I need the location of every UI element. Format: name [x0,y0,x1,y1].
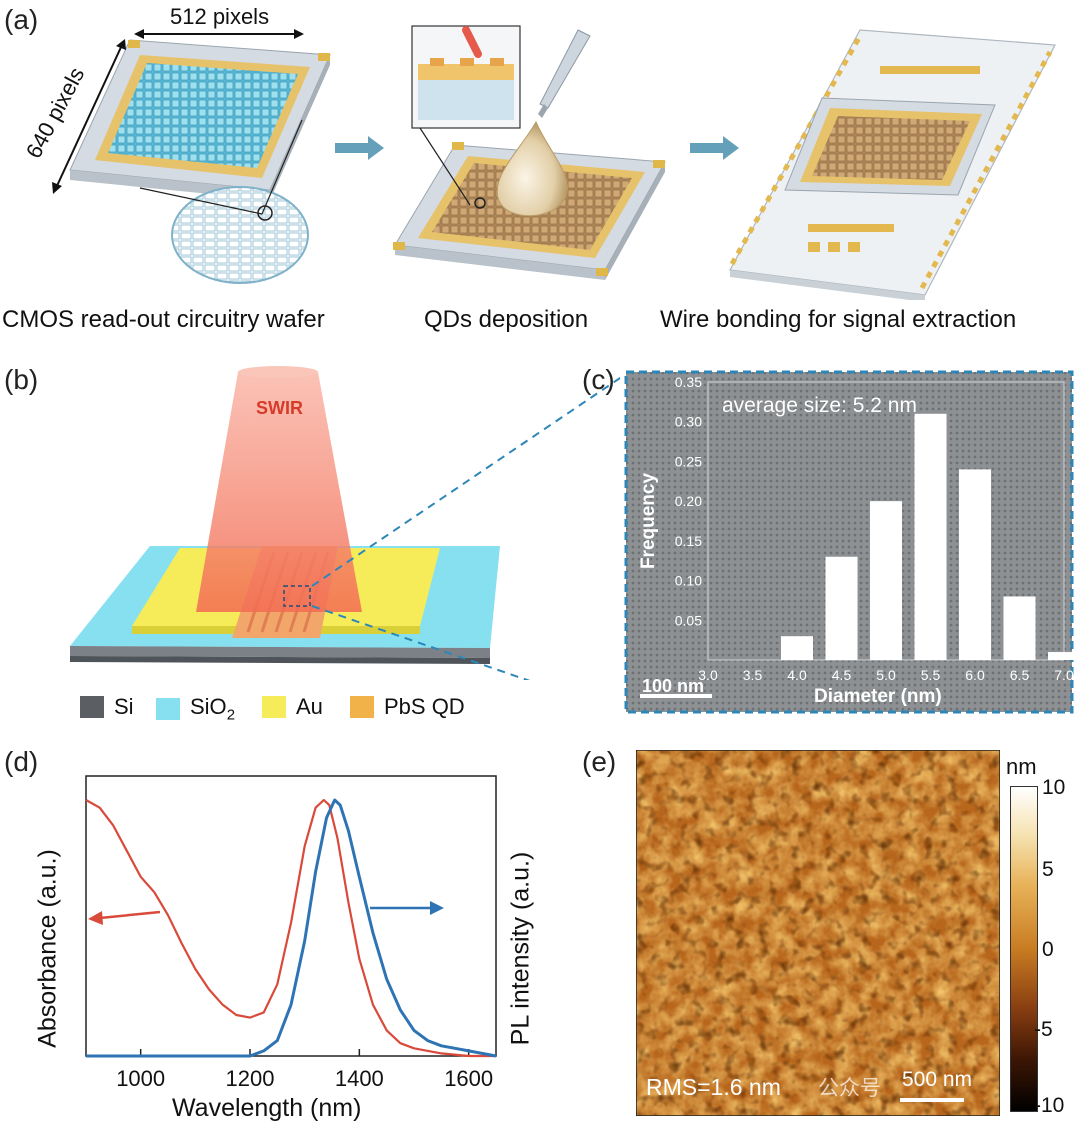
panel-a-illustration [52,25,1056,300]
histogram-bar [825,556,858,660]
panel-d-label: (d) [4,746,39,777]
watermark: 公众号 [818,1077,881,1100]
legend-si: Si [80,694,134,720]
d-ylabel-left: Absorbance (a.u.) [33,849,62,1048]
histogram-bar [869,501,903,660]
legend-au-label: Au [296,694,323,719]
colorbar-tick-0: 0 [1042,938,1054,961]
colorbar-tick-neg5: -5 [1034,1018,1053,1041]
c-xtick-label: 4.5 [832,667,852,683]
c-ytick-label: 0.20 [675,493,702,509]
rms-label: RMS=1.6 nm [646,1074,781,1100]
device-illustration [70,366,620,680]
panel-e-label: (e) [582,746,617,777]
d-xtick-label: 1000 [116,1066,165,1091]
histogram-bar [958,469,992,660]
c-ylabel: Frequency [638,472,659,570]
height-dimension-arrow [55,44,123,189]
colorbar [1010,786,1038,1112]
legend-pbs-qd-swatch [350,696,374,718]
c-xtick-label: 4.0 [787,667,807,683]
d-xtick-label: 1400 [335,1066,384,1091]
c-xlabel: Diameter (nm) [814,686,942,707]
c-ytick-label: 0.30 [675,414,702,430]
width-dimension-label: 512 pixels [170,4,270,29]
histogram-bar [1047,652,1074,660]
pipette [496,29,591,217]
wafer [139,119,309,284]
bonded-chip [729,29,1056,300]
c-xtick-label: 6.0 [965,667,985,683]
histogram-bar [780,636,814,660]
c-ytick-label: 0.10 [675,573,702,589]
histogram-bar [1003,596,1036,660]
legend-sio2-label: SiO2 [190,694,236,724]
caption-cmos-wafer: CMOS read-out circuitry wafer [2,306,325,333]
legend-sio2-swatch [156,697,180,720]
colorbar-tick-neg10: -10 [1034,1094,1065,1117]
right-axis-arrow [370,901,444,915]
d-xtick-label: 1200 [226,1066,275,1091]
absorbance-line [85,798,496,1058]
colorbar-tick-10: 10 [1042,776,1066,799]
legend-pbs-qd: PbS QD [350,694,465,720]
panel-c-label: (c) [582,364,615,395]
legend-au-swatch [262,696,286,718]
histogram-bar [914,413,947,660]
cmos-chip [69,39,331,200]
caption-qd-deposition: QDs deposition [424,306,589,333]
c-xtick-label: 5.0 [876,667,896,683]
caption-wire-bonding: Wire bonding for signal extraction [660,306,1017,333]
pl-line [86,798,497,1058]
c-xtick-label: 5.5 [921,667,941,683]
process-arrow-2 [690,136,739,160]
c-ytick-label: 0.15 [675,533,702,549]
c-xtick-label: 7.0 [1054,667,1074,683]
afm-image [636,750,1000,1116]
d-ylabel-right: PL intensity (a.u.) [506,851,535,1046]
legend-si-label: Si [114,694,134,719]
absorbance-pl-chart: 1000 1200 1400 1600 [85,775,497,1091]
d-xlabel: Wavelength (nm) [172,1094,362,1122]
afm-scale-bar-label: 500 nm [902,1068,973,1091]
c-ytick-label: 0.35 [675,374,702,390]
tem-scale-bar-label: 100 nm [642,676,705,696]
colorbar-unit: nm [1006,754,1037,779]
panel-b-label: (b) [4,364,39,395]
avg-size-annotation: average size: 5.2 nm [722,394,917,417]
c-ytick-label: 0.25 [675,453,702,469]
c-xtick-label: 6.5 [1010,667,1030,683]
size-distribution-chart: 3.0 3.5 4.0 4.5 5.0 5.5 6.0 6.5 7.0 0.05 0.10 0.15 0… [624,370,1074,714]
left-axis-arrow [88,910,161,925]
legend-pbs-qd-label: PbS QD [384,694,465,719]
swir-label: SWIR [256,398,303,418]
legend-si-swatch [80,696,104,718]
panel-a-label: (a) [4,4,39,35]
d-xtick-label: 1600 [444,1066,493,1091]
c-xtick-label: 3.5 [743,667,763,683]
cross-section-inset [411,25,521,209]
process-arrow-1 [335,136,384,160]
c-ytick-label: 0.05 [675,612,702,628]
c-xtick-label: 3.0 [698,667,718,683]
colorbar-tick-5: 5 [1042,858,1054,881]
legend-au: Au [262,694,323,720]
legend-sio2: SiO2 [156,694,235,723]
